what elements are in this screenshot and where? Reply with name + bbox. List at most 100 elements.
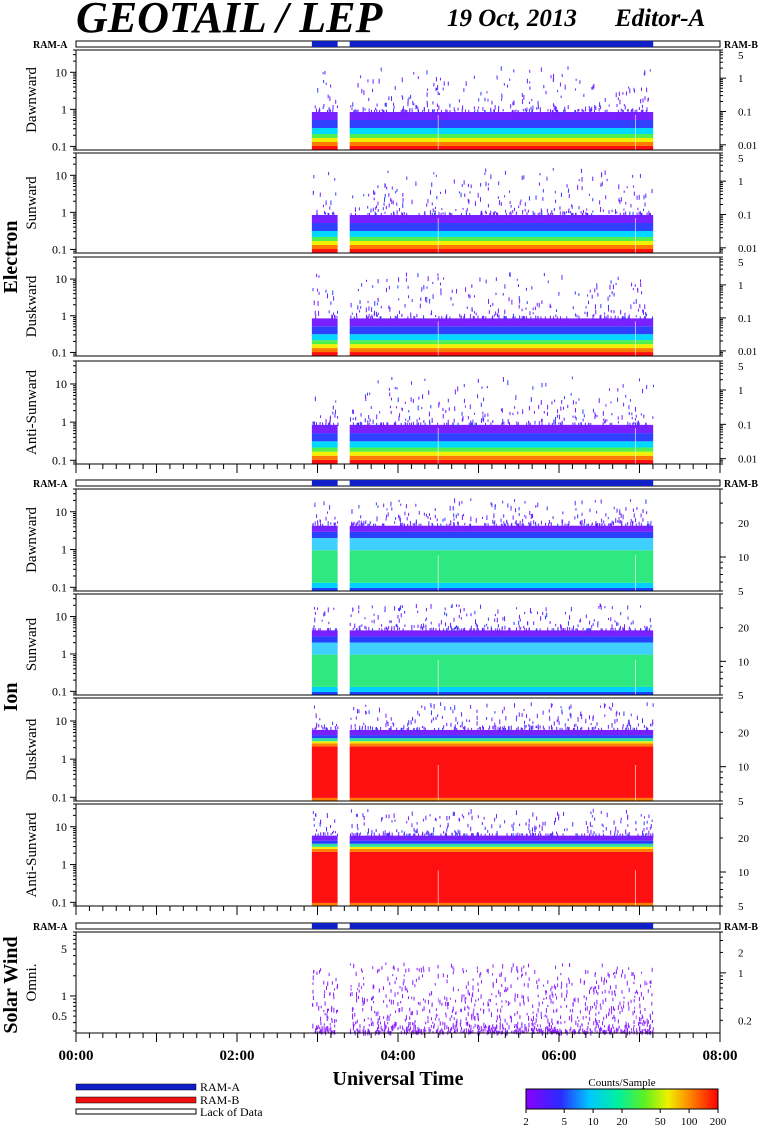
panels-layer: 1010.1510.10.01Dawnward1010.1510.10.01Su… [24, 49, 757, 1042]
data-speckle [500, 202, 502, 206]
data-speckle [568, 979, 570, 984]
data-speckle [500, 518, 502, 523]
data-speckle [376, 422, 378, 427]
x-axis: 00:00 02:00 04:00 06:00 08:00 Universal … [59, 1048, 738, 1090]
left-tick-label: 1 [61, 543, 67, 557]
data-speckle [312, 995, 314, 1000]
data-speckle [634, 418, 636, 421]
data-speckle [402, 1027, 404, 1031]
data-speckle [316, 1026, 318, 1030]
data-speckle [557, 1020, 559, 1025]
data-speckle [545, 996, 547, 1000]
data-speckle [643, 1028, 645, 1031]
data-speckle [407, 101, 409, 107]
data-speckle [410, 381, 412, 385]
data-speckle [526, 714, 528, 718]
data-speckle [545, 1008, 547, 1013]
data-speckle [387, 422, 389, 426]
data-speckle [484, 172, 486, 176]
data-speckle [457, 386, 459, 392]
data-speckle [320, 523, 322, 528]
data-speckle [323, 724, 325, 729]
data-speckle [432, 1021, 434, 1024]
data-speckle [423, 512, 425, 516]
data-speckle [390, 316, 392, 320]
data-speckle [385, 287, 387, 293]
data-speckle [399, 522, 401, 527]
data-speckle [359, 310, 361, 313]
data-speckle [312, 523, 314, 528]
data-speckle [627, 108, 629, 114]
data-speckle [384, 627, 386, 631]
right-tick-label: 0.1 [738, 419, 752, 431]
data-speckle [574, 408, 576, 413]
data-speckle [398, 416, 400, 421]
data-speckle [355, 1021, 357, 1025]
data-speckle [334, 178, 336, 181]
data-speckle [634, 995, 636, 998]
data-band-0-0 [311, 691, 338, 695]
data-speckle [373, 613, 375, 616]
data-speckle [623, 316, 625, 320]
data-speckle [572, 1008, 574, 1013]
data-speckle [633, 191, 635, 196]
data-speckle [473, 1016, 475, 1020]
data-speckle [525, 516, 527, 519]
data-speckle [369, 316, 371, 319]
data-speckle [446, 979, 448, 984]
data-speckle [334, 725, 336, 729]
data-speckle [446, 722, 448, 727]
data-speckle [494, 618, 496, 622]
data-speckle [441, 1028, 443, 1032]
data-band-1-5 [349, 525, 654, 532]
data-speckle [634, 991, 636, 994]
data-speckle [433, 172, 435, 175]
data-speckle [630, 628, 632, 631]
data-speckle [461, 996, 463, 999]
data-speckle [638, 211, 640, 217]
data-speckle [614, 833, 616, 839]
data-speckle [409, 833, 411, 837]
data-speckle [472, 992, 474, 998]
data-speckle [483, 816, 485, 820]
data-speckle [453, 617, 455, 622]
data-speckle [319, 718, 321, 721]
data-speckle [381, 817, 383, 822]
data-speckle [329, 505, 331, 510]
data-speckle [563, 211, 565, 214]
data-speckle [601, 628, 603, 632]
data-speckle [500, 972, 502, 977]
data-speckle [504, 195, 506, 198]
data-speckle [382, 207, 384, 211]
data-speckle [397, 1026, 399, 1031]
data-speckle [407, 98, 409, 103]
data-speckle [627, 724, 629, 727]
data-speckle [429, 298, 431, 304]
data-speckle [400, 1000, 402, 1004]
data-speckle [552, 516, 554, 520]
data-speckle [580, 618, 582, 622]
data-speckle [473, 106, 475, 110]
data-speckle [444, 833, 446, 838]
data-speckle [470, 613, 472, 617]
data-speckle [428, 1029, 430, 1034]
data-speckle [436, 195, 438, 200]
data-speckle [420, 422, 422, 425]
data-speckle [328, 108, 330, 114]
data-speckle [611, 723, 613, 728]
data-speckle [376, 205, 378, 209]
data-speckle [412, 980, 414, 985]
data-speckle [626, 186, 628, 189]
data-speckle [432, 294, 434, 299]
data-speckle [326, 511, 328, 514]
data-speckle [639, 1030, 641, 1033]
data-speckle [400, 109, 402, 113]
data-speckle [399, 413, 401, 418]
data-speckle [356, 1028, 358, 1032]
data-band-1-1 [349, 455, 654, 460]
data-speckle [574, 1029, 576, 1034]
data-speckle [371, 307, 373, 312]
data-speckle [465, 287, 467, 292]
data-speckle [522, 833, 524, 836]
